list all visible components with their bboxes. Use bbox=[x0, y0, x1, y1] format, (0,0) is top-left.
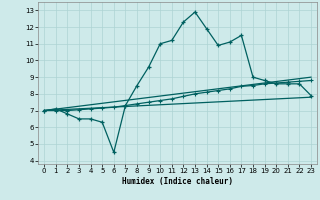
X-axis label: Humidex (Indice chaleur): Humidex (Indice chaleur) bbox=[122, 177, 233, 186]
